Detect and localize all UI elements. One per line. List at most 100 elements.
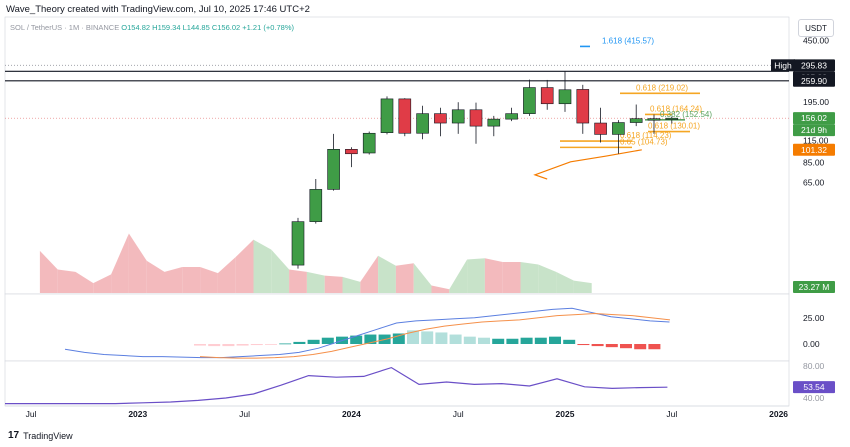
macd-histogram-bar	[648, 344, 661, 350]
candle-up	[327, 149, 340, 190]
candle-up	[291, 221, 305, 266]
volume-bar	[93, 274, 112, 293]
price-tick-label: 115.00	[803, 136, 829, 146]
volume-bar	[164, 266, 183, 293]
fib-level-label: 1.618 (415.57)	[602, 36, 654, 45]
macd-histogram-bar	[222, 344, 235, 347]
volume-bar	[484, 258, 503, 293]
volume-bar	[217, 257, 236, 293]
volume-bar	[146, 260, 165, 293]
rsi-value-badge-label: 53.54	[803, 382, 825, 392]
rsi-line	[5, 366, 668, 405]
candle-up	[416, 113, 429, 134]
candle-up	[309, 189, 323, 222]
volume-bar	[413, 263, 432, 293]
high-label-box	[771, 59, 795, 72]
volume-bar	[306, 271, 325, 293]
macd-histogram-bar	[506, 338, 519, 344]
rsi-panel: 80.00 40.00	[5, 361, 825, 405]
volume-bar	[111, 233, 129, 293]
countdown-badge	[793, 124, 835, 137]
volume-bar	[182, 266, 201, 293]
volume-value-badge-label: 23.27 M	[799, 282, 830, 292]
macd-histogram-bar	[591, 344, 604, 347]
candle-up	[451, 109, 465, 124]
last-price-badge	[793, 112, 835, 125]
candle-up	[380, 98, 394, 133]
macd-histogram-bar	[520, 337, 533, 344]
macd-histogram-bar	[435, 332, 448, 344]
high-label: High	[774, 60, 792, 70]
candle-down	[540, 87, 554, 105]
fib-level-label: 0.618 (130.01)	[648, 122, 700, 131]
candle-up	[558, 89, 572, 105]
time-tick-label: 2025	[556, 409, 575, 419]
macd-histogram-bar	[478, 337, 490, 344]
high-value: H159.34	[152, 23, 181, 32]
volume-bar	[556, 271, 574, 293]
volume-bar	[449, 259, 468, 293]
volume-bar	[360, 255, 379, 293]
macd-histogram-bar	[307, 339, 320, 344]
macd-histogram-bar	[250, 344, 263, 346]
time-tick-label: Jul	[26, 409, 37, 419]
volume-bar	[235, 239, 254, 293]
macd-histogram-bar	[605, 344, 618, 348]
countdown-badge-label: 21d 9h	[801, 125, 827, 135]
rsi-tick-label: 80.00	[803, 361, 825, 371]
candle-up	[612, 122, 625, 135]
macd-histogram-bar	[364, 334, 377, 344]
macd-histogram-bar	[279, 343, 292, 345]
time-tick-label: Jul	[666, 409, 677, 419]
macd-histogram-bar	[293, 341, 306, 344]
volume-value-badge	[793, 281, 835, 293]
candle-up	[629, 118, 643, 123]
macd-histogram-bar	[577, 344, 590, 346]
macd-tick-label: 25.00	[803, 313, 825, 323]
candle-up	[487, 118, 501, 127]
macd-line	[64, 307, 670, 359]
symbol-info: SOL / TetherUS · 1M · BINANCE O154.82 H1…	[10, 23, 294, 32]
macd-histogram-bar	[620, 344, 632, 349]
volume-bar	[128, 233, 147, 293]
macd-tick-label: 0.00	[803, 339, 820, 349]
volume-bar	[271, 249, 290, 293]
moving-average-line	[533, 149, 642, 180]
candle-up	[362, 132, 376, 154]
candle-up	[665, 117, 679, 120]
candle-down	[594, 122, 607, 135]
high-price-badge	[793, 59, 835, 72]
price-tick-label: 450.00	[803, 36, 829, 46]
resistance-badge	[793, 74, 835, 87]
ma-value-badge	[793, 143, 835, 156]
fib-level-label: 0.618 (164.24)	[650, 104, 702, 113]
fib-level-label: 0.618 (114.23)	[620, 131, 672, 140]
price-tick-label: 65.00	[803, 177, 825, 187]
volume-bar	[395, 263, 414, 293]
candle-down	[434, 113, 447, 124]
volume-bar	[57, 269, 76, 293]
macd-histogram-bar	[392, 333, 405, 344]
fib-level-label: 0.382 (152.54)	[660, 110, 712, 119]
symbol-name: SOL / TetherUS · 1M · BINANCE	[10, 23, 120, 32]
low-value: L144.85	[182, 23, 210, 32]
macd-histogram-bar	[208, 344, 221, 347]
time-tick-label: Jul	[453, 409, 464, 419]
volume-bar	[289, 269, 307, 293]
macd-histogram-bar	[265, 344, 277, 345]
high-price-badge-label: 295.83	[801, 60, 827, 70]
open-value: O154.82	[121, 23, 151, 32]
macd-histogram-bar	[534, 337, 547, 344]
volume-bar	[324, 275, 343, 293]
candle-down	[398, 98, 412, 134]
candle-down	[576, 89, 590, 124]
fibonacci-levels: 1.618 (415.57) 0.618 (219.02) 0.618 (164.2…	[560, 36, 712, 149]
price-levels	[5, 64, 789, 119]
price-tick-label: 195.00	[803, 97, 829, 107]
macd-histogram-bar	[563, 339, 576, 344]
volume-bar	[431, 285, 450, 293]
macd-histogram-bar	[236, 344, 249, 346]
tradingview-brand[interactable]: 17 TradingView	[8, 430, 73, 441]
currency-button[interactable]: USDT	[798, 19, 834, 37]
